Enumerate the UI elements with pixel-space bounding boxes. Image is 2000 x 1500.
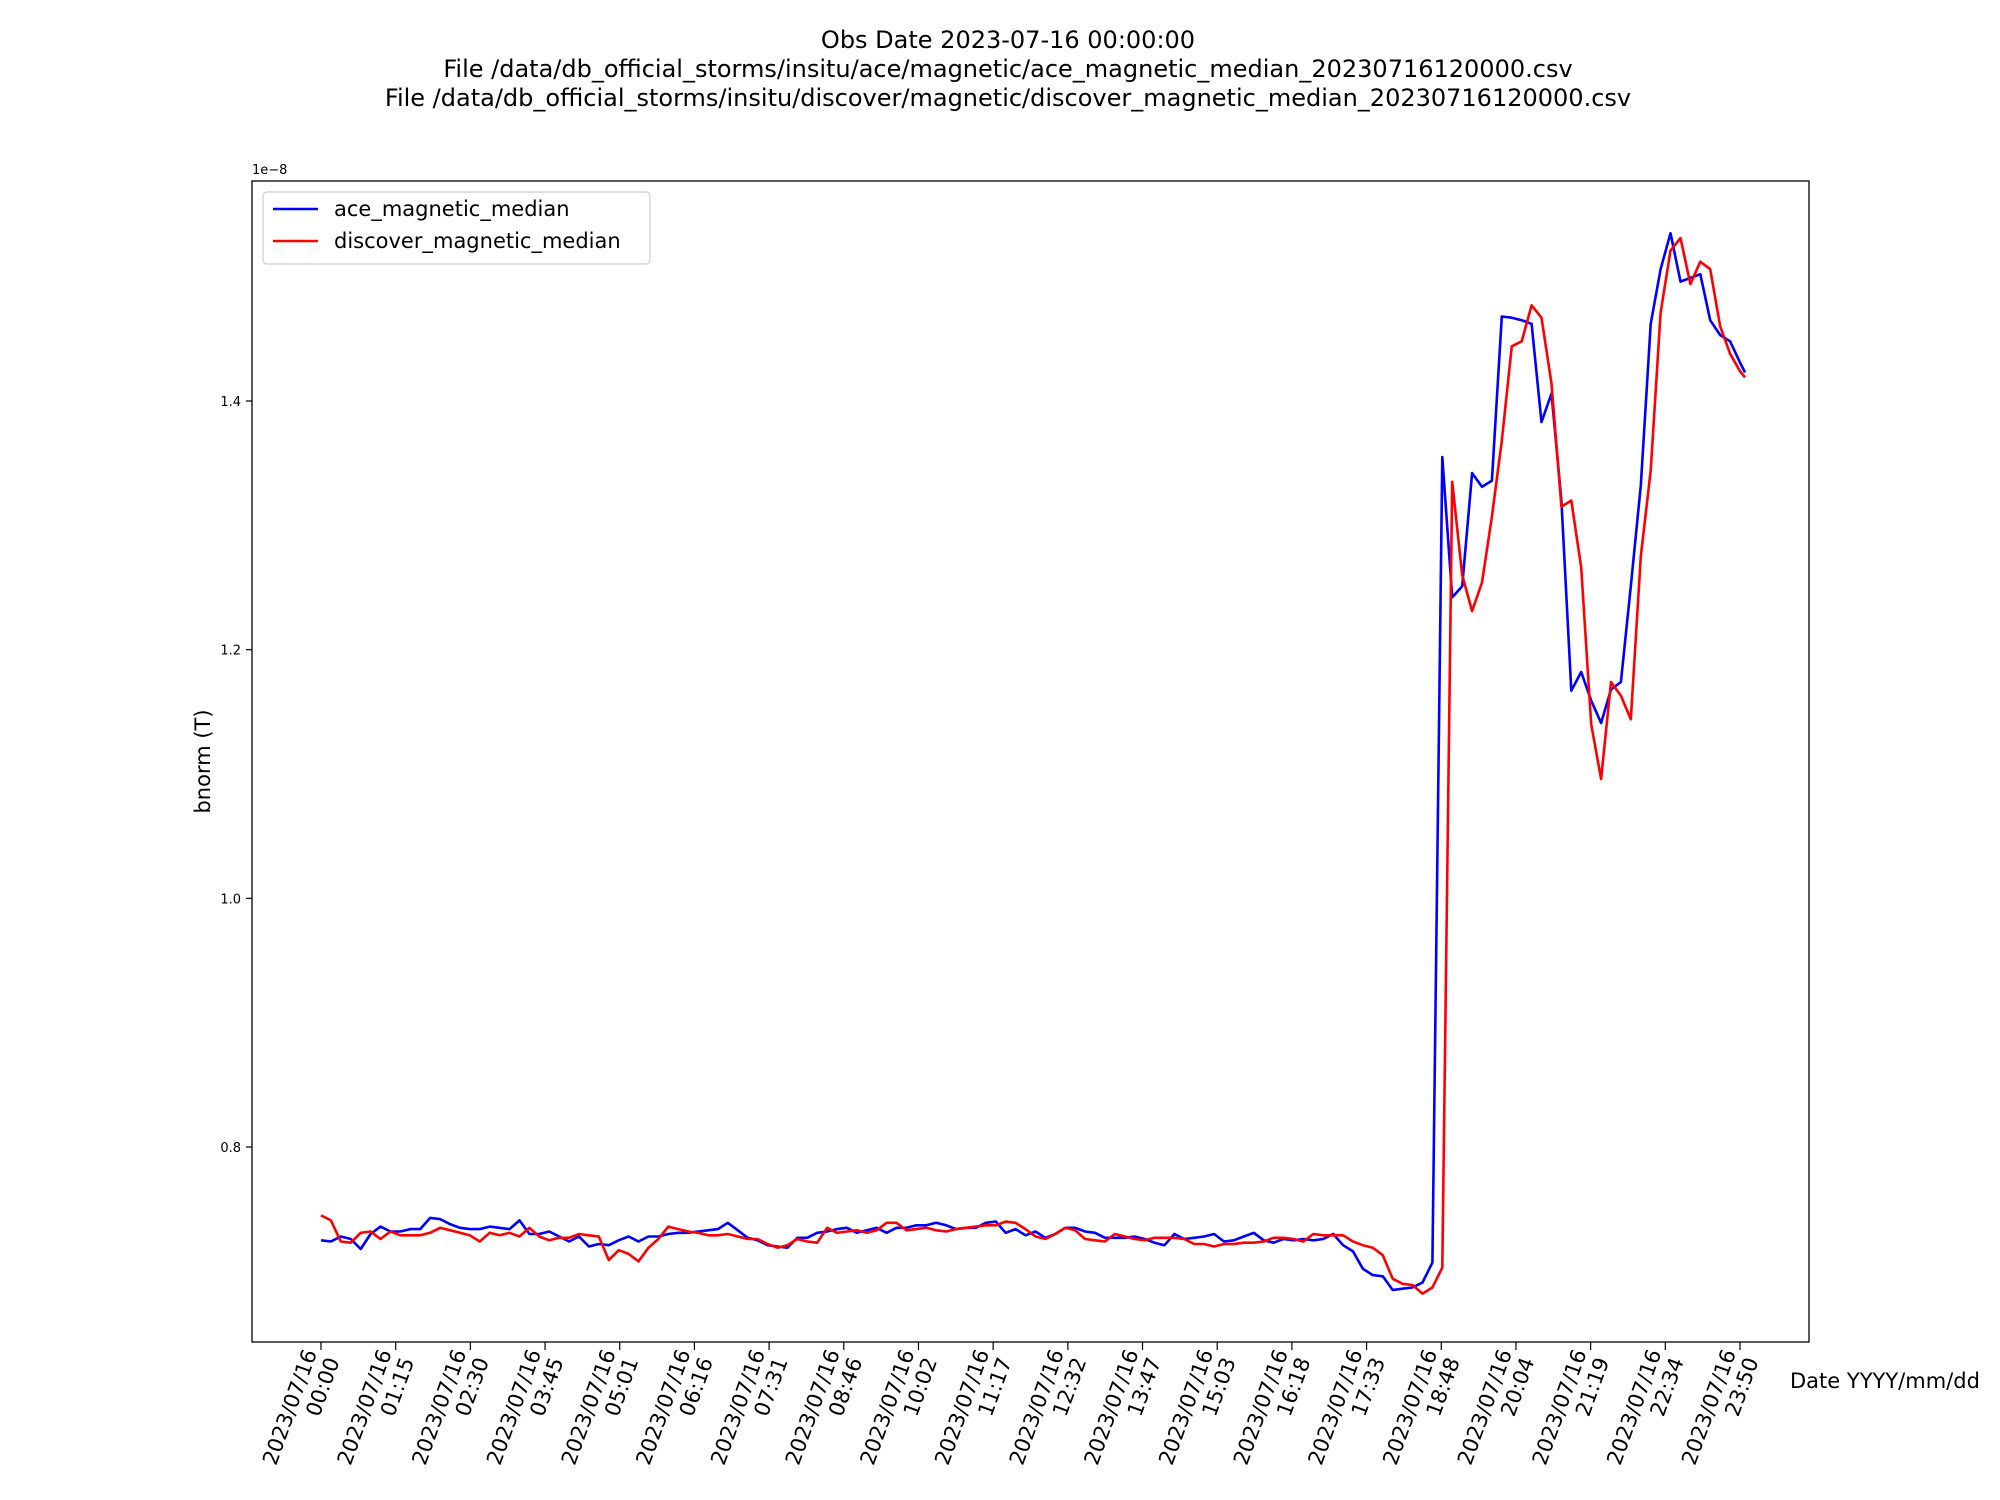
legend-label: discover_magnetic_median bbox=[334, 229, 621, 254]
legend-box bbox=[262, 191, 651, 265]
chart-title-line-1: Obs Date 2023-07-16 00:00:00 bbox=[820, 26, 1196, 54]
legend-label: ace_magnetic_median bbox=[334, 197, 570, 222]
x-axis-label: Date YYYY/mm/dd bbox=[1790, 1369, 1980, 1393]
y-tick-label: 0.8 bbox=[220, 1141, 241, 1156]
y-tick-label: 1.4 bbox=[220, 395, 241, 410]
y-offset-label: 1e−8 bbox=[252, 163, 287, 178]
y-tick-label: 1.2 bbox=[220, 644, 241, 659]
chart-title-line-2: File /data/db_official_storms/insitu/ace… bbox=[443, 55, 1573, 83]
series-line-discover_magnetic_median bbox=[320, 236, 1747, 1295]
y-axis-label: bnorm (T) bbox=[191, 709, 215, 813]
y-tick-label: 1.0 bbox=[220, 892, 241, 907]
plot-frame bbox=[251, 180, 1810, 1343]
chart-title-line-3: File /data/db_official_storms/insitu/dis… bbox=[384, 84, 1632, 112]
